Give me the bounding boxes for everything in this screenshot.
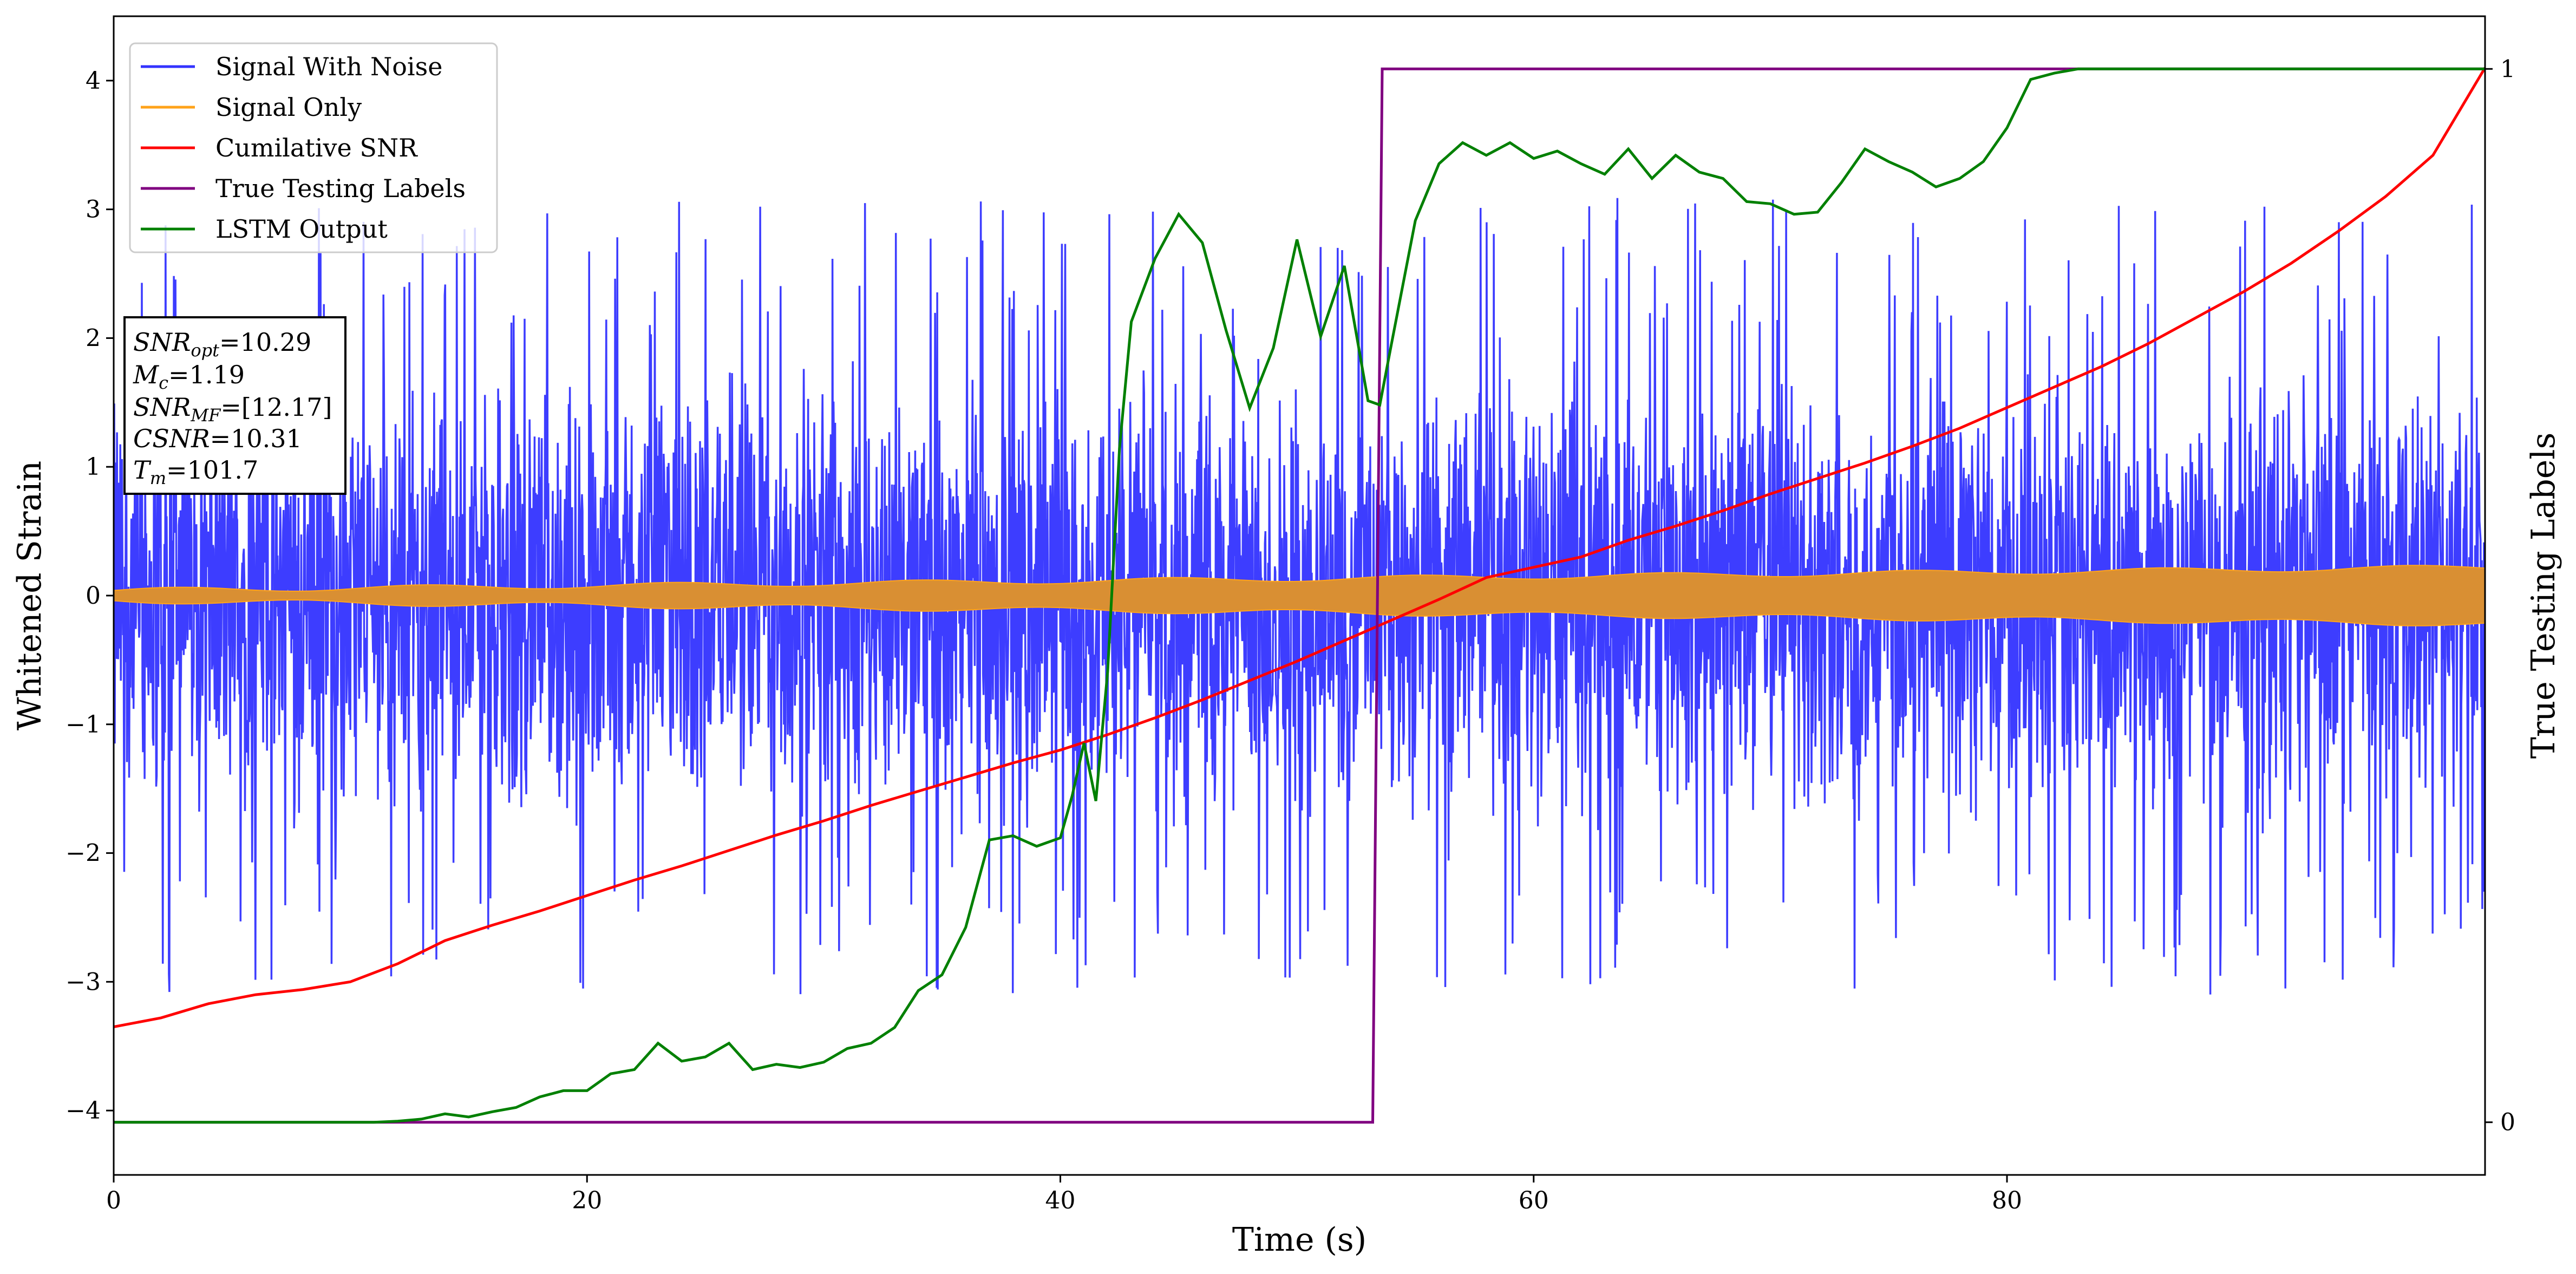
annotation-box: SNRopt=10.29 Mc=1.19 SNRMF=[12.17] CSNR=… — [123, 316, 346, 495]
legend-label: Signal Only — [215, 93, 362, 122]
x-axis-label: Time (s) — [1232, 1221, 1367, 1259]
x-tick-label: 40 — [1045, 1187, 1076, 1214]
y-tick-label: 3 — [86, 196, 101, 224]
annotation-mc: Mc=1.19 — [133, 360, 245, 393]
legend-box — [129, 42, 498, 253]
y-tick-label: 0 — [86, 582, 101, 610]
series-cumilative-snr — [114, 67, 2485, 1029]
y-tick-label: −2 — [66, 840, 101, 867]
y-tick-label: 4 — [86, 67, 101, 95]
y2-tick-label: 1 — [2500, 55, 2515, 83]
annotation-frame — [123, 316, 346, 495]
y-tick-label: −1 — [66, 711, 101, 739]
y2-tick-label: 0 — [2500, 1109, 2515, 1136]
x-tick-label: 0 — [106, 1187, 121, 1214]
annotation-snr-opt: SNRopt=10.29 — [133, 328, 311, 361]
x-tick-label: 20 — [572, 1187, 602, 1214]
y-tick-label: 1 — [86, 453, 101, 481]
y2-axis-label: True Testing Labels — [2525, 433, 2562, 759]
legend-label: True Testing Labels — [215, 174, 466, 203]
legend-label: Signal With Noise — [215, 52, 442, 81]
y-axis-label: Whitened Strain — [11, 461, 49, 730]
annotation-snr-mf: SNRMF=[12.17] — [133, 393, 332, 426]
y-tick-label: −3 — [66, 968, 101, 996]
series-true-testing-labels — [114, 67, 2485, 1124]
annotation-csnr: CSNR=10.31 — [133, 424, 302, 453]
series-layer — [114, 67, 2485, 1124]
series-signal-with-noise — [114, 198, 2485, 995]
y-tick-label: −4 — [66, 1097, 101, 1125]
series-signal-only — [114, 565, 2485, 626]
annotation-tm: Tm=101.7 — [133, 455, 258, 488]
legend-label: Cumilative SNR — [215, 133, 418, 162]
legend: Signal With Noise Signal Only Cumilative S… — [129, 42, 498, 253]
x-tick-label: 80 — [1992, 1187, 2022, 1214]
legend-label: LSTM Output — [215, 214, 388, 244]
series-lstm-output — [114, 67, 2485, 1124]
y-tick-label: 2 — [86, 324, 101, 352]
x-tick-label: 60 — [1519, 1187, 1549, 1214]
